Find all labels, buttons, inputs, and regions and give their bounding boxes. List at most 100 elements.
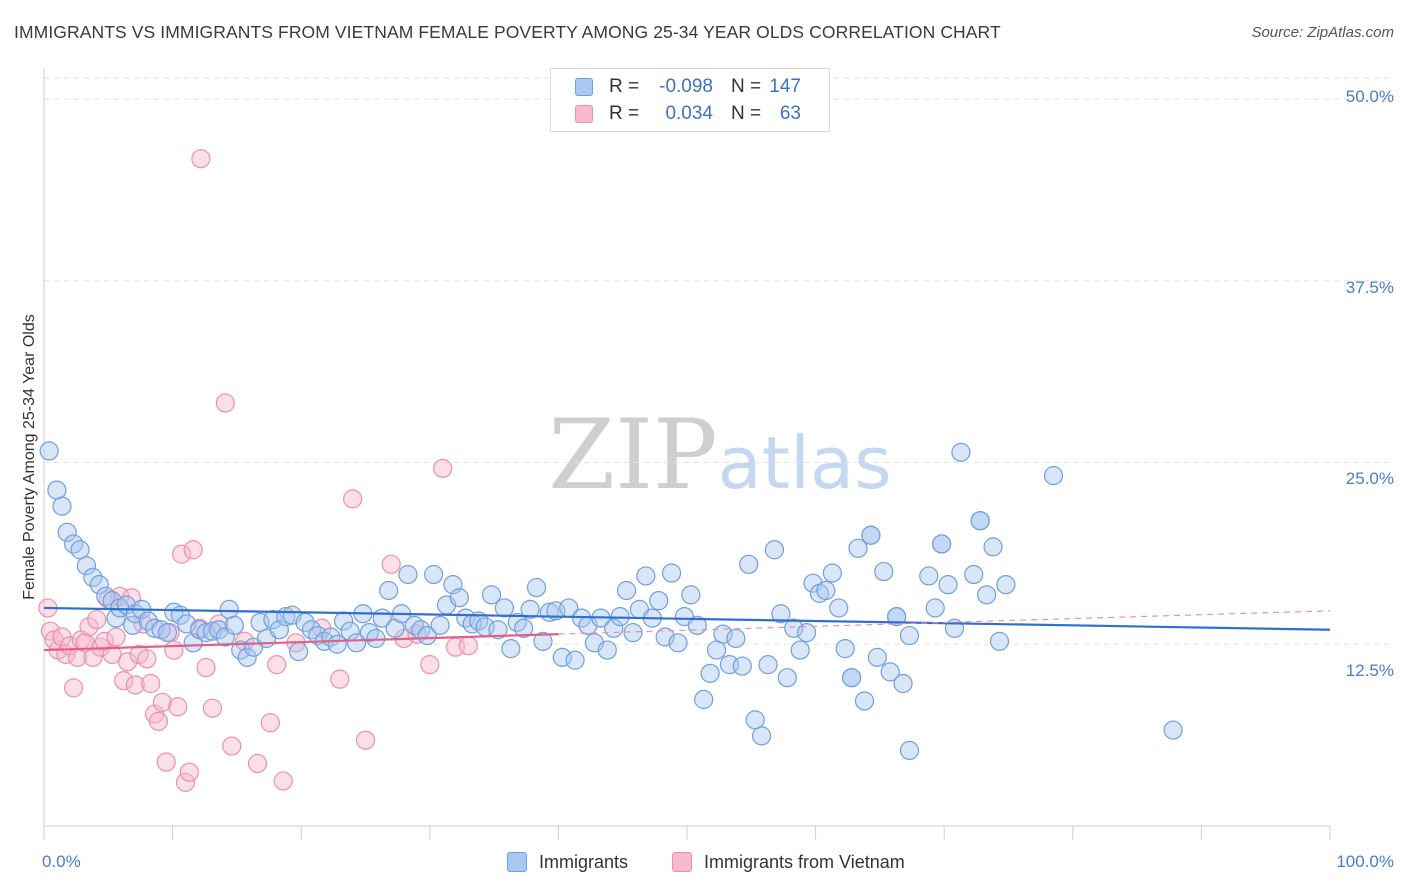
vietnam-point: [420, 655, 440, 675]
immigrants-point: [739, 554, 759, 574]
immigrants-point: [777, 668, 797, 688]
immigrants-point: [925, 598, 945, 618]
immigrants-point: [835, 639, 855, 659]
immigrants-point: [899, 625, 920, 646]
vietnam-point: [117, 652, 138, 672]
vietnam-point: [247, 753, 268, 774]
immigrants-point: [1043, 466, 1064, 486]
immigrants-point: [758, 655, 778, 675]
immigrants-point: [822, 563, 842, 583]
y-tick-37-5: 37.5%: [1345, 278, 1394, 297]
vietnam-point: [179, 762, 199, 782]
watermark: ZIPatlas: [548, 399, 891, 511]
immigrants-point: [784, 618, 804, 638]
immigrants-point: [514, 618, 534, 638]
legend-item-vietnam[interactable]: Immigrants from Vietnam: [672, 852, 905, 873]
legend-item-label: Immigrants from Vietnam: [704, 852, 905, 872]
immigrants-point: [996, 575, 1016, 595]
immigrants-point: [668, 633, 688, 653]
legend-row-vietnam: R = 0.034 N = 63: [551, 101, 829, 127]
immigrants-point: [636, 566, 656, 586]
vietnam-point: [267, 655, 287, 675]
vietnam-point: [215, 393, 235, 413]
grid-lines: [44, 77, 1392, 645]
immigrants-point: [764, 540, 785, 560]
immigrants-point: [89, 575, 109, 595]
legend-swatch-pink: [672, 852, 692, 872]
legend-swatch-blue: [507, 852, 527, 872]
immigrants-point: [39, 441, 59, 461]
immigrants-point: [745, 710, 765, 730]
immigrants-point: [237, 647, 257, 667]
immigrants-point: [623, 623, 643, 643]
immigrants-point: [520, 599, 540, 619]
legend-r-label: R =: [609, 103, 640, 124]
immigrants-point: [989, 631, 1010, 651]
immigrants-point: [398, 564, 418, 585]
vietnam-point: [106, 627, 126, 647]
immigrants-point: [47, 480, 67, 500]
vietnam-point: [458, 636, 478, 656]
immigrants-point: [616, 580, 637, 601]
legend-row-immigrants: R = -0.098 N = 147: [551, 74, 829, 100]
vietnam-point: [133, 614, 153, 634]
y-tick-25: 25.0%: [1345, 469, 1394, 488]
immigrants-point: [219, 599, 239, 619]
immigrants-point: [533, 631, 553, 651]
immigrants-point: [295, 612, 315, 633]
immigrants-point: [481, 585, 502, 605]
immigrants-point: [488, 620, 508, 640]
vietnam-point: [125, 675, 145, 695]
immigrants-point: [661, 563, 682, 583]
immigrants-point: [887, 607, 907, 627]
vietnam-trend-extension: [558, 610, 1331, 635]
legend-swatch-blue: [575, 78, 593, 96]
immigrants-point: [494, 598, 514, 618]
immigrants-point: [430, 615, 450, 635]
vietnam-point: [175, 772, 196, 792]
legend-r-value: -0.098: [659, 76, 713, 97]
vietnam-point: [343, 489, 363, 509]
source-label: Source: ZipAtlas.com: [1251, 24, 1394, 41]
series-immigrants-from-vietnam: [38, 149, 478, 792]
immigrants-point: [706, 640, 727, 660]
axes: [43, 68, 1331, 840]
immigrants-point: [565, 650, 585, 670]
immigrants-point: [893, 673, 913, 694]
vietnam-point: [63, 678, 84, 698]
vietnam-point: [164, 640, 184, 660]
immigrants-point: [848, 538, 868, 558]
vietnam-point: [183, 540, 203, 560]
legend-item-immigrants[interactable]: Immigrants: [507, 852, 628, 873]
vietnam-point: [191, 149, 211, 169]
immigrants-point: [983, 537, 1003, 557]
immigrants-point: [76, 556, 97, 576]
legend-n-label: N =: [731, 76, 762, 97]
immigrants-point: [771, 604, 791, 624]
immigrants-point: [977, 585, 997, 605]
immigrants-point: [899, 740, 920, 761]
immigrants-point: [157, 623, 178, 643]
vietnam-point: [114, 671, 134, 691]
vietnam-point: [87, 609, 107, 630]
legend-r-label: R =: [609, 76, 640, 97]
y-tick-12-5: 12.5%: [1345, 661, 1394, 680]
x-tick-max: 100.0%: [1336, 852, 1394, 871]
immigrants-point: [796, 623, 817, 643]
immigrants-point: [867, 647, 887, 667]
immigrants-point: [726, 628, 746, 649]
immigrants-point: [209, 620, 229, 640]
y-axis-label: Female Poverty Among 25-34 Year Olds: [21, 314, 38, 600]
vietnam-point: [148, 711, 169, 731]
immigrants-point: [938, 575, 958, 595]
x-tick-min: 0.0%: [42, 852, 81, 871]
immigrants-point: [751, 726, 772, 746]
immigrants-point: [919, 566, 939, 586]
immigrants-point: [501, 639, 521, 659]
immigrants-point: [681, 585, 701, 605]
immigrants-trend-line: [43, 606, 1331, 631]
immigrants-point: [70, 540, 90, 560]
series-legend: Immigrants Immigrants from Vietnam: [0, 852, 1406, 878]
vietnam-trend-line: [43, 632, 559, 652]
